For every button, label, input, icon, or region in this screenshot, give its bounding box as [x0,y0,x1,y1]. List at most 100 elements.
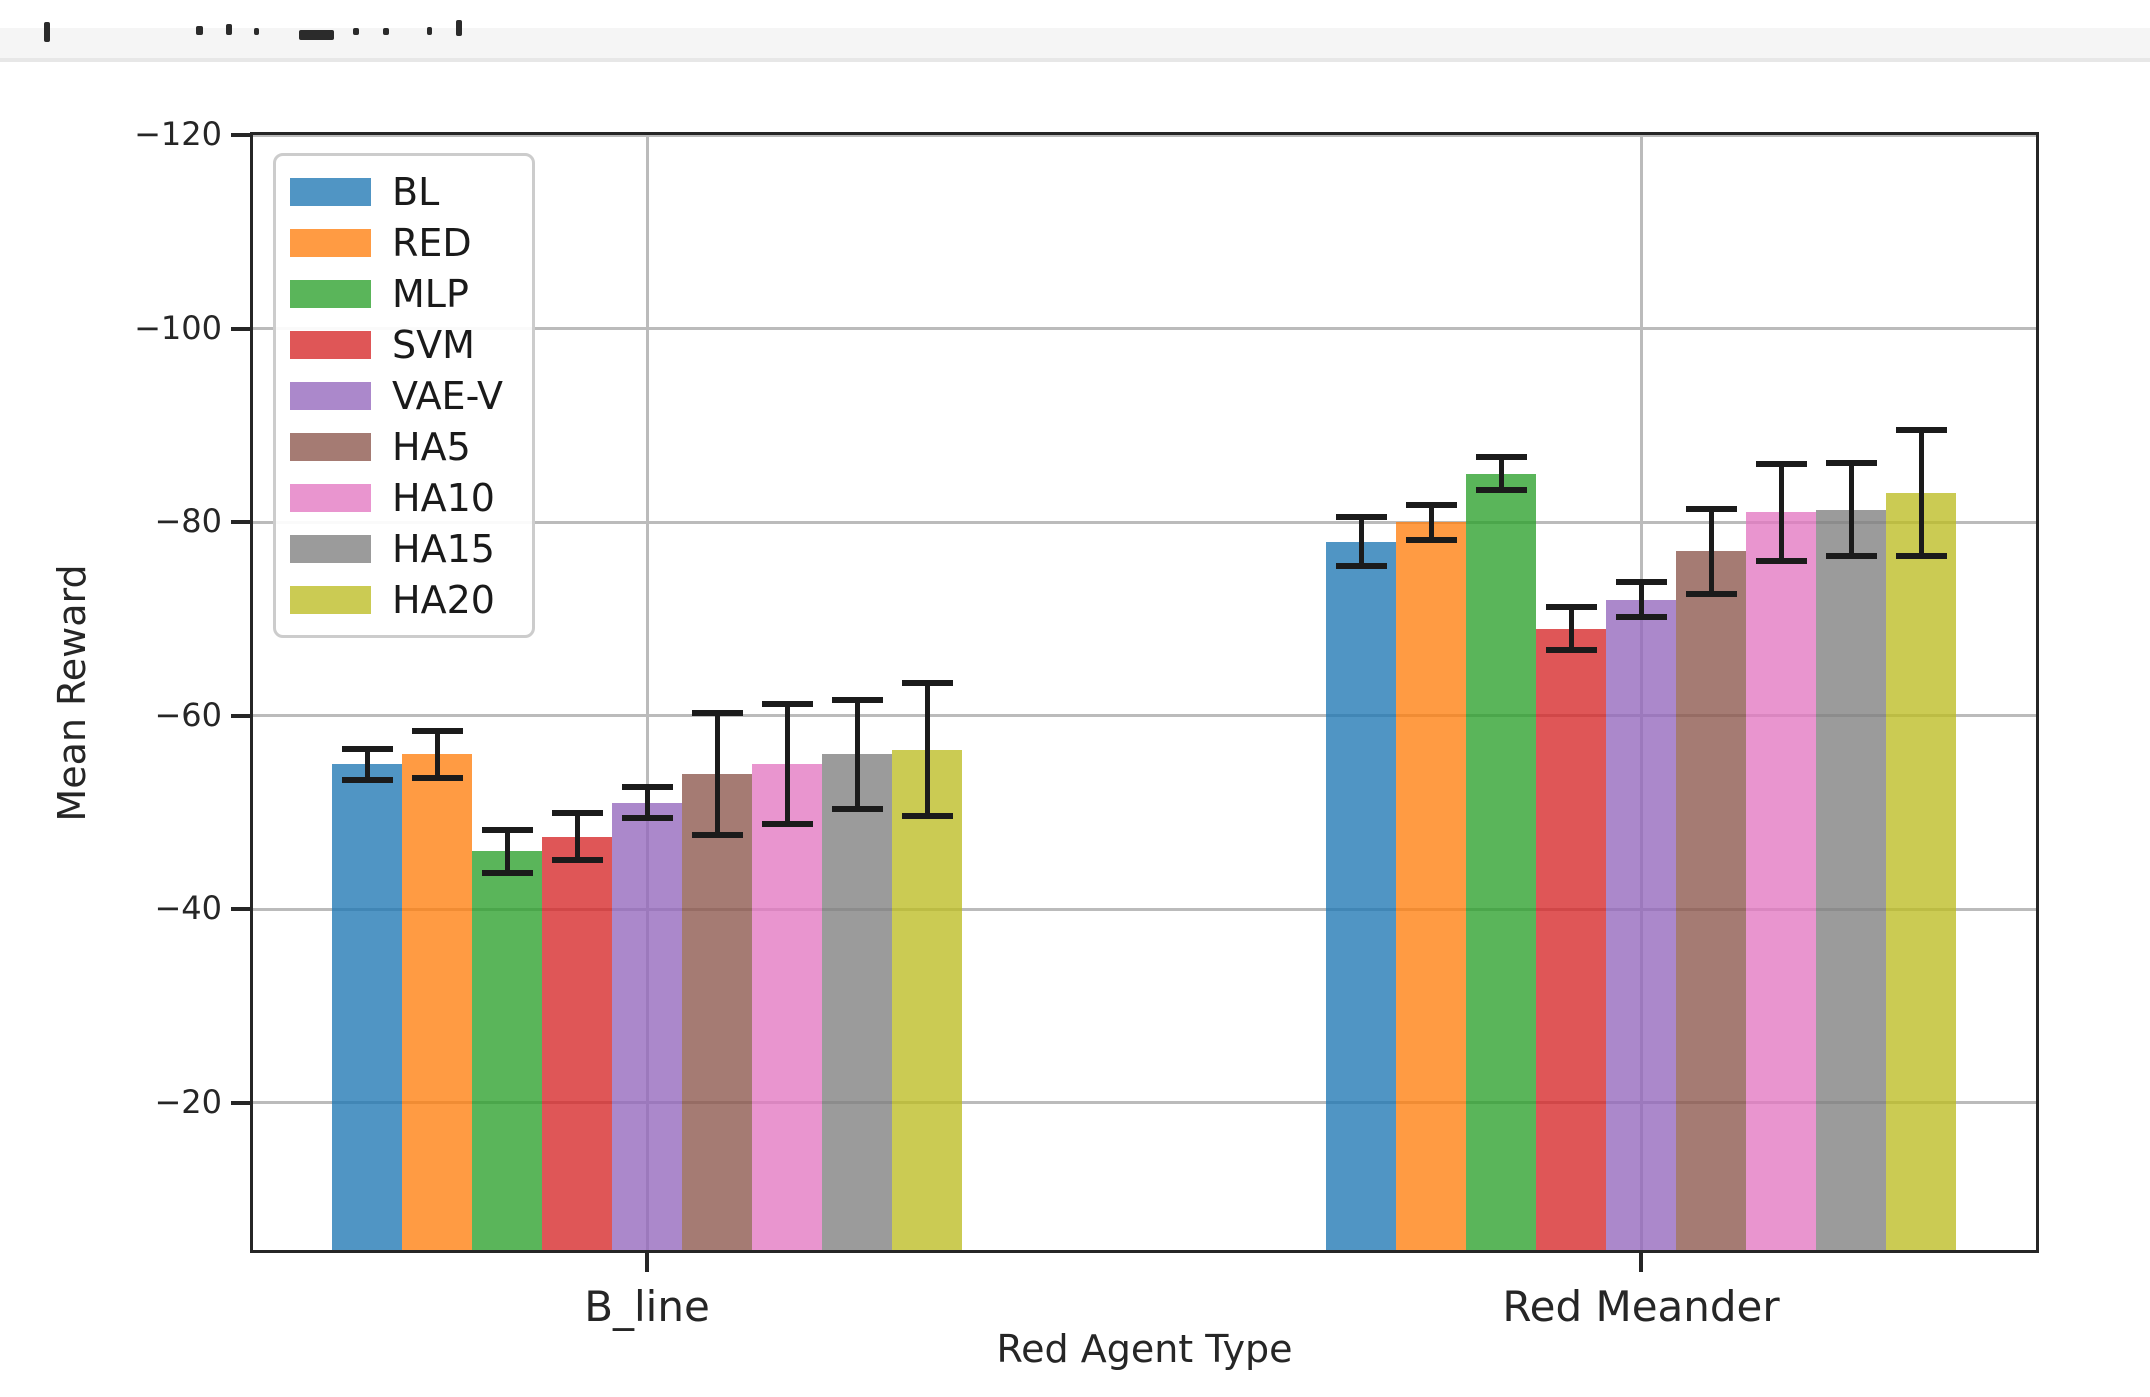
legend-item-ha20: HA20 [290,574,532,625]
bar-svm [1536,628,1606,1250]
bar-ha20 [1886,493,1956,1250]
y-tick-mark [231,520,253,525]
y-tick-label: −20 [154,1083,222,1122]
bar-ha15 [822,754,892,1250]
y-tick-mark [231,1100,253,1105]
error-bar-cap-bottom [1685,590,1737,597]
h-gridline [253,133,2036,137]
error-bar-line [1848,463,1854,557]
error-bar-cap-top [481,826,533,833]
x-tick-mark [1639,1250,1643,1272]
x-tick-label: Red Meander [1502,1282,1780,1331]
error-bar-line [784,704,790,825]
error-bar-line [1568,607,1574,650]
bar-vae-v [1606,599,1676,1250]
bar-mlp [1466,473,1536,1250]
error-bar-cap-bottom [1475,487,1527,494]
error-bar-cap-bottom [411,774,463,781]
legend-swatch-bl [290,177,371,206]
h-gridline [253,1101,2036,1105]
bar-ha10 [1746,512,1816,1250]
bar-bl [1326,541,1396,1250]
error-bar-line [644,787,650,819]
bar-ha15 [1816,509,1886,1250]
error-bar-cap-bottom [691,831,743,838]
legend-item-svm: SVM [290,319,532,370]
error-bar-line [434,731,440,778]
error-bar-cap-bottom [901,813,953,820]
error-bar-cap-bottom [621,815,673,822]
legend-swatch-ha5 [290,432,371,461]
bar-ha10 [752,764,822,1250]
error-bar-cap-bottom [1615,614,1667,620]
error-bar-line [504,829,510,873]
legend-swatch-red [290,228,371,257]
bar-vae-v [612,802,682,1250]
legend-label-ha5: HA5 [392,424,471,469]
error-bar-cap-bottom [481,869,533,876]
bar-red [402,754,472,1250]
cropped-text-fragment [44,22,50,42]
error-bar-cap-bottom [1335,562,1387,569]
y-tick-label: −40 [154,889,222,928]
bar-bl [332,764,402,1250]
legend-item-bl: BL [290,166,532,217]
error-bar-cap-bottom [1895,553,1947,560]
legend-label-mlp: MLP [392,271,469,316]
y-tick-mark [231,713,253,718]
y-tick-mark [231,133,253,137]
error-bar-line [1778,464,1784,561]
error-bar-line [1428,504,1434,540]
bar-svm [542,836,612,1250]
y-tick-mark [231,907,253,912]
legend-label-red: RED [392,220,472,265]
cropped-text-fragment [427,27,432,35]
error-bar-line [1918,430,1924,557]
legend-item-ha10: HA10 [290,472,532,523]
y-tick-label: −60 [154,695,222,734]
toolbar-band-edge [0,58,2150,62]
cropped-text-fragment [299,30,334,40]
legend-item-vae-v: VAE-V [290,370,532,421]
h-gridline [253,714,2036,718]
legend-label-vae-v: VAE-V [392,373,504,418]
cropped-text-fragment [383,28,389,35]
error-bar-cap-bottom [1405,536,1457,543]
legend-label-bl: BL [392,169,440,214]
error-bar-line [574,813,580,860]
error-bar-cap-top [761,701,813,708]
h-gridline [253,520,2036,524]
error-bar-line [1708,508,1714,594]
error-bar-cap-top [1755,461,1807,468]
error-bar-line [1498,457,1504,491]
y-axis-title: Mean Reward [50,564,94,822]
y-tick-label: −80 [154,502,222,541]
error-bar-cap-top [691,709,743,716]
legend-swatch-ha20 [290,585,371,614]
error-bar-cap-top [411,728,463,735]
legend-swatch-mlp [290,279,371,308]
error-bar-line [1638,582,1644,617]
error-bar-line [1358,517,1364,566]
legend-label-ha15: HA15 [392,526,495,571]
error-bar-line [714,712,720,835]
cropped-text-fragment [196,26,203,35]
y-tick-label: −100 [134,308,222,347]
v-gridline [645,135,649,1250]
error-bar-cap-top [621,784,673,791]
h-gridline [253,327,2036,331]
cropped-text-fragment [226,24,232,35]
legend-item-ha15: HA15 [290,523,532,574]
cropped-text-fragment [254,28,259,35]
legend: BL RED MLP SVM VAE-V HA5 HA10 HA15 HA20 [273,153,535,638]
error-bar-line [924,682,930,817]
legend-swatch-vae-v [290,381,371,410]
bar-ha5 [682,773,752,1250]
bar-red [1396,522,1466,1250]
x-axis-title: Red Agent Type [996,1327,1293,1371]
error-bar-cap-top [1335,514,1387,521]
error-bar-cap-bottom [1545,646,1597,653]
cropped-text-fragment [353,28,359,35]
error-bar-cap-top [1895,427,1947,434]
